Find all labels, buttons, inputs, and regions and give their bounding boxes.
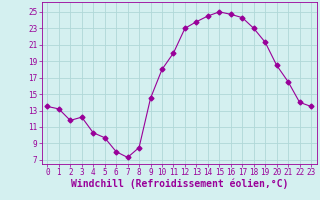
- X-axis label: Windchill (Refroidissement éolien,°C): Windchill (Refroidissement éolien,°C): [70, 179, 288, 189]
